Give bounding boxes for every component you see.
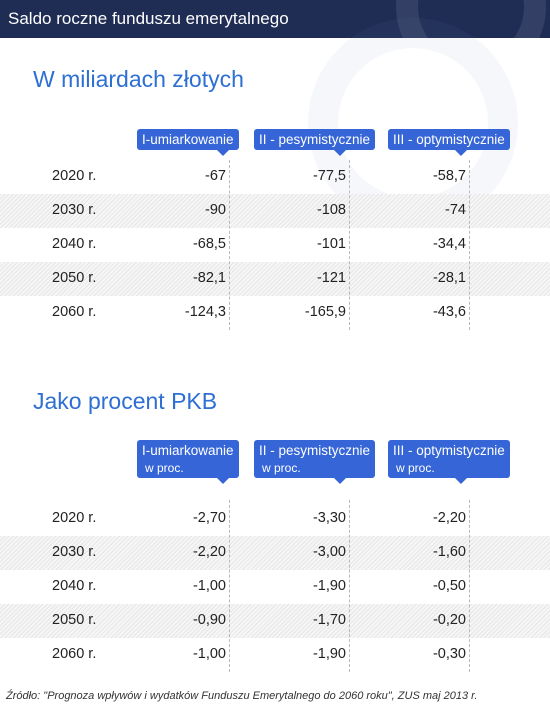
table-row: 2040 r. -68,5 -101 -34,4: [0, 228, 550, 262]
table-row: 2060 r. -124,3 -165,9 -43,6: [0, 296, 550, 330]
cell-pessimistic: -1,70: [312, 612, 346, 628]
column-header-label: I-umiarkowanie: [142, 443, 234, 458]
section-title-gdp-percent: Jako procent PKB: [33, 388, 218, 414]
column-header-unit: w proc.: [262, 461, 301, 475]
row-year: 2040 r.: [52, 578, 97, 594]
cell-optimistic: -0,30: [432, 646, 466, 662]
cell-moderate: -1,00: [192, 578, 226, 594]
row-year: 2030 r.: [52, 544, 97, 560]
section-title-billions: W miliardach złotych: [33, 66, 244, 92]
table-row: 2050 r. -82,1 -121 -28,1: [0, 262, 550, 296]
page-title: Saldo roczne funduszu emerytalnego: [8, 9, 289, 28]
header-pointer: [334, 478, 346, 484]
table-row: 2020 r. -67 -77,5 -58,7: [0, 160, 550, 194]
cell-moderate: -2,70: [192, 510, 226, 526]
header-bar: Saldo roczne funduszu emerytalnego: [0, 0, 550, 38]
column-header-label: I-umiarkowanie: [142, 132, 234, 147]
row-year: 2020 r.: [52, 168, 97, 184]
table-row: 2060 r. -1,00 -1,90 -0,30: [0, 638, 550, 672]
column-header-optimistic: III - optymistycznie w proc.: [388, 440, 510, 484]
row-year: 2060 r.: [52, 304, 97, 320]
cell-moderate: -2,20: [192, 544, 226, 560]
cell-optimistic: -1,60: [432, 544, 466, 560]
cell-pessimistic: -165,9: [304, 304, 346, 320]
cell-pessimistic: -77,5: [312, 168, 346, 184]
column-header-moderate: I-umiarkowanie w proc.: [137, 440, 239, 484]
column-header-label: III - optymistycznie: [393, 443, 505, 458]
cell-moderate: -68,5: [192, 236, 226, 252]
header-pointer: [455, 150, 467, 156]
cell-optimistic: -0,50: [432, 578, 466, 594]
column-header-moderate: I-umiarkowanie: [137, 129, 239, 156]
header-pointer: [217, 150, 229, 156]
cell-moderate: -90: [205, 202, 226, 218]
cell-pessimistic: -108: [316, 202, 346, 218]
column-header-label: II - pesymistycznie: [259, 132, 371, 147]
column-header-pessimistic: II - pesymistycznie: [254, 129, 376, 156]
column-header-optimistic: III - optymistycznie: [388, 129, 510, 156]
cell-optimistic: -0,20: [432, 612, 466, 628]
cell-moderate: -67: [205, 168, 226, 184]
cell-pessimistic: -121: [316, 270, 346, 286]
row-year: 2040 r.: [52, 236, 97, 252]
cell-optimistic: -74: [445, 202, 466, 218]
source-note: Źródło: "Prognoza wpływów i wydatków Fun…: [6, 690, 478, 702]
cell-moderate: -82,1: [192, 270, 226, 286]
row-year: 2030 r.: [52, 202, 97, 218]
table-row: 2040 r. -1,00 -1,90 -0,50: [0, 570, 550, 604]
column-divider: [349, 160, 350, 330]
table-row: 2030 r. -90 -108 -74: [0, 194, 550, 228]
column-divider: [229, 500, 230, 672]
table-row: 2020 r. -2,70 -3,30 -2,20: [0, 502, 550, 536]
cell-pessimistic: -1,90: [312, 646, 346, 662]
header-pointer: [455, 478, 467, 484]
column-header-label: II - pesymistycznie: [259, 443, 371, 458]
cell-optimistic: -28,1: [432, 270, 466, 286]
column-header-label: III - optymistycznie: [393, 132, 505, 147]
cell-moderate: -124,3: [184, 304, 226, 320]
column-divider: [229, 160, 230, 330]
column-header-unit: w proc.: [396, 461, 435, 475]
header-pointer: [334, 150, 346, 156]
cell-optimistic: -58,7: [432, 168, 466, 184]
cell-pessimistic: -101: [316, 236, 346, 252]
column-divider: [469, 500, 470, 672]
header-pointer: [217, 478, 229, 484]
column-header-unit: w proc.: [145, 461, 184, 475]
cell-moderate: -0,90: [192, 612, 226, 628]
cell-pessimistic: -3,30: [312, 510, 346, 526]
row-year: 2020 r.: [52, 510, 97, 526]
cell-optimistic: -43,6: [432, 304, 466, 320]
table-row: 2030 r. -2,20 -3,00 -1,60: [0, 536, 550, 570]
row-year: 2060 r.: [52, 646, 97, 662]
table-row: 2050 r. -0,90 -1,70 -0,20: [0, 604, 550, 638]
column-divider: [349, 500, 350, 672]
column-divider: [469, 160, 470, 330]
row-year: 2050 r.: [52, 270, 97, 286]
column-header-pessimistic: II - pesymistycznie w proc.: [254, 440, 376, 484]
cell-optimistic: -2,20: [432, 510, 466, 526]
cell-pessimistic: -1,90: [312, 578, 346, 594]
row-year: 2050 r.: [52, 612, 97, 628]
cell-optimistic: -34,4: [432, 236, 466, 252]
cell-pessimistic: -3,00: [312, 544, 346, 560]
cell-moderate: -1,00: [192, 646, 226, 662]
